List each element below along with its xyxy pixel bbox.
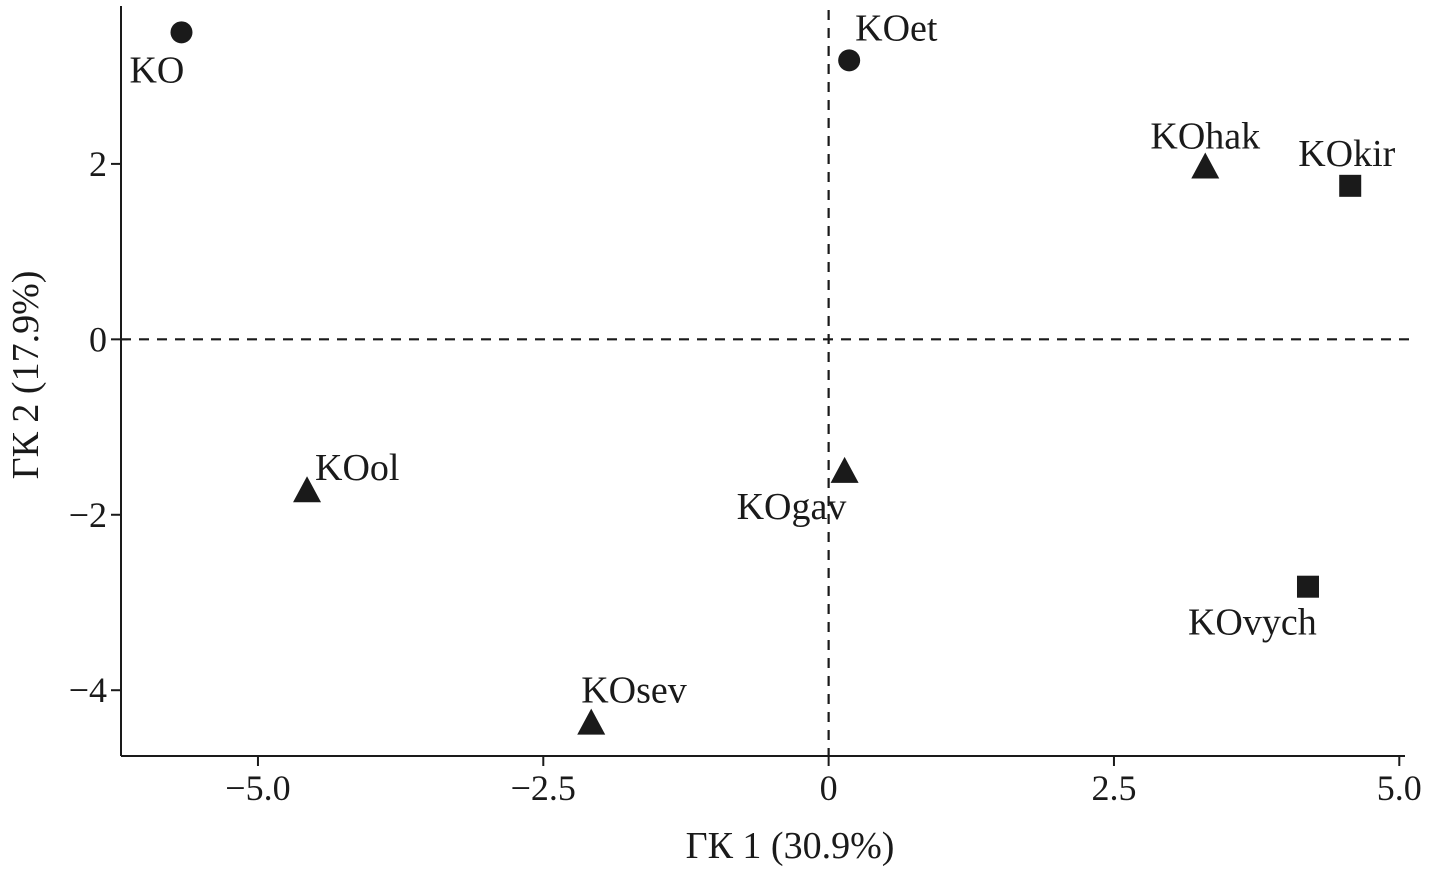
- x-tick-label: 0: [820, 768, 838, 808]
- axes: [120, 6, 1405, 757]
- y-tick-label: 0: [89, 319, 107, 359]
- reference-lines: [121, 10, 1415, 756]
- y-axis-title: ГК 2 (17.9%): [5, 271, 47, 480]
- x-tick-label: −2.5: [511, 768, 576, 808]
- y-tick-label: 2: [89, 144, 107, 184]
- square-marker: [1339, 174, 1362, 197]
- x-axis-title: ГК 1 (30.9%): [686, 825, 895, 867]
- point-label-kovych: KOvych: [1188, 602, 1317, 644]
- x-tick-label: 2.5: [1091, 768, 1136, 808]
- point-label-kokir: KOkir: [1298, 133, 1395, 175]
- point-label-ko: KO: [129, 49, 184, 91]
- y-tick-label: −4: [69, 670, 107, 710]
- point-label-kohak: KOhak: [1150, 116, 1260, 158]
- x-tick-label: −5.0: [225, 768, 290, 808]
- circle-marker: [170, 21, 193, 44]
- ticks: −5.0 −2.5 0 2.5 5.0 2 0 −2 −4: [69, 144, 1422, 808]
- point-label-kool: KOol: [315, 447, 399, 489]
- point-label-koet: KOet: [855, 7, 938, 49]
- square-marker: [1296, 575, 1319, 598]
- circle-marker: [838, 49, 861, 72]
- triangle-marker: [577, 708, 606, 735]
- x-tick-label: 5.0: [1377, 768, 1422, 808]
- point-label-kogav: KOgav: [737, 486, 847, 528]
- y-tick-label: −2: [69, 495, 107, 535]
- point-label-kosev: KOsev: [581, 670, 687, 712]
- triangle-marker: [830, 456, 859, 483]
- triangle-marker: [293, 476, 322, 503]
- data-points: KO KOet KOhak KOkir KOol KOgav KOvych KOsev: [129, 7, 1396, 735]
- triangle-marker: [1191, 152, 1220, 179]
